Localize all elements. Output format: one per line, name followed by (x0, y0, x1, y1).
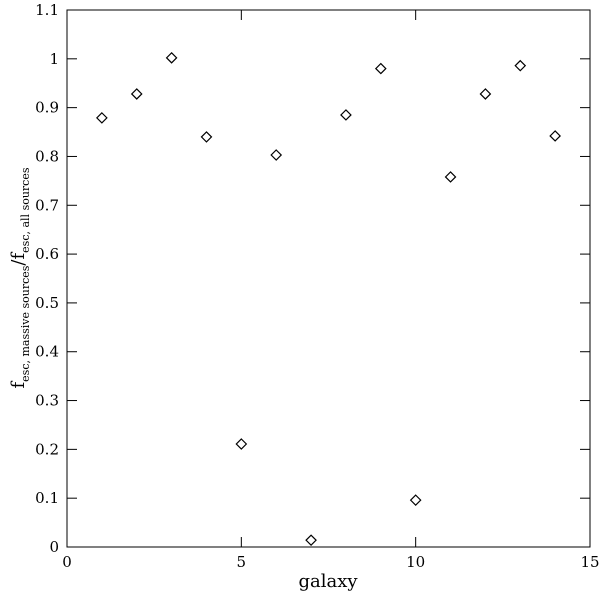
y-label-part: / (8, 259, 29, 266)
y-label-part: f (8, 251, 29, 259)
x-tick-label: 0 (62, 553, 72, 571)
x-tick-label: 5 (237, 553, 247, 571)
point (549, 130, 561, 142)
y-axis-label: fesc, massive sources/fesc, all sources (8, 167, 32, 388)
y-tick-label: 1 (49, 50, 59, 68)
y-tick-label: 0 (49, 538, 59, 556)
y-tick-label: 0.7 (35, 196, 59, 214)
y-tick-label: 0.6 (35, 245, 59, 263)
y-tick-label: 0.4 (35, 343, 59, 361)
point (374, 62, 387, 75)
point (305, 534, 317, 547)
y-tick-label: 0.5 (35, 294, 59, 312)
plot-frame (66, 9, 591, 548)
point (270, 149, 283, 161)
y-tick-label: 0.2 (35, 440, 59, 458)
y-tick-label: 0.1 (35, 489, 59, 507)
y-label-part: f (8, 381, 29, 389)
point (200, 131, 213, 143)
y-tick-label: 0.3 (35, 392, 59, 410)
point (340, 109, 352, 121)
point (479, 88, 492, 100)
point (514, 59, 527, 72)
y-tick-label: 0.9 (35, 99, 59, 117)
y-label-part: esc, massive sources (19, 265, 32, 382)
y-tick-label: 1.1 (35, 1, 59, 19)
point (96, 112, 108, 124)
point (409, 494, 422, 506)
point (235, 438, 248, 450)
y-tick-label: 0.8 (35, 147, 59, 165)
point (444, 171, 457, 183)
y-label-part: esc, all sources (19, 167, 32, 253)
point (130, 88, 143, 100)
x-tick-label: 15 (580, 553, 599, 571)
point (165, 51, 178, 64)
x-tick-label: 10 (406, 553, 425, 571)
x-axis-label: galaxy (298, 571, 358, 592)
